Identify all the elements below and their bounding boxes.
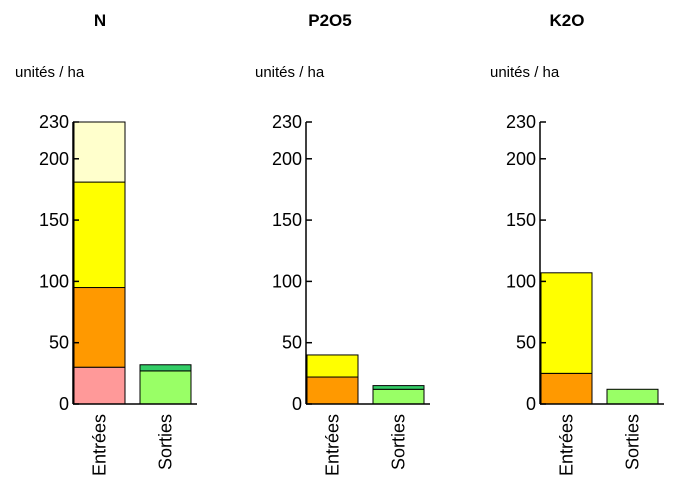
category-label-sorties: Sorties [156,414,176,470]
category-label-entrees: Entrées [557,414,577,476]
bar-segment-entrees-0 [73,366,126,405]
y-tick-label: 230 [506,112,536,132]
y-tick-label: 150 [39,210,69,230]
y-tick-label: 50 [282,333,302,353]
y-tick-label: 100 [272,271,302,291]
y-tick-label: 0 [59,394,69,414]
y-axis-label: unités / ha [255,64,325,81]
chart-title: P2O5 [308,11,351,30]
y-tick-label: 230 [39,112,69,132]
y-tick-label: 50 [516,333,536,353]
y-tick-label: 230 [272,112,302,132]
bar-segment-sorties-0 [606,388,659,405]
bar-segment-entrees-3 [73,121,126,183]
y-tick-label: 0 [526,394,536,414]
bar-segment-entrees-0 [306,376,359,405]
bar-segment-entrees-1 [306,354,359,378]
category-label-sorties: Sorties [623,414,643,470]
bar-segment-sorties-1 [372,385,425,390]
chart-title: K2O [550,11,585,30]
bar-segment-entrees-0 [540,372,593,405]
bar-segment-sorties-1 [139,364,192,372]
y-tick-label: 200 [39,149,69,169]
y-tick-label: 150 [272,210,302,230]
y-tick-label: 50 [49,333,69,353]
y-tick-label: 150 [506,210,536,230]
category-label-entrees: Entrées [90,414,110,476]
category-label-sorties: Sorties [389,414,409,470]
y-tick-label: 100 [506,271,536,291]
category-label-entrees: Entrées [323,414,343,476]
bar-segment-entrees-1 [540,272,593,374]
y-axis-label: unités / ha [15,64,85,81]
y-tick-label: 200 [506,149,536,169]
y-tick-label: 0 [292,394,302,414]
chart-panel-p2o5: P2O5 unités / ha Entrées Sorties 0 50 100 150 20… [255,11,430,476]
bar-segment-entrees-1 [73,287,126,368]
chart-title: N [94,11,106,30]
y-tick-label: 100 [39,271,69,291]
y-tick-label: 200 [272,149,302,169]
y-axis-label: unités / ha [490,64,560,81]
bar-segment-sorties-0 [139,370,192,405]
bar-segment-entrees-2 [73,181,126,289]
chart-panel-k2o: K2O unités / ha Entrées Sorties 0 50 100 150 200… [490,11,664,476]
bar-segment-sorties-0 [372,388,425,405]
